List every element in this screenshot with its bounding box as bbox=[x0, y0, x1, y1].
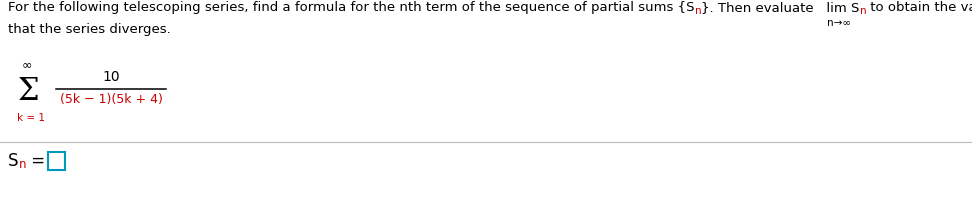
Text: ∞: ∞ bbox=[22, 58, 32, 71]
Text: }. Then evaluate   lim S: }. Then evaluate lim S bbox=[701, 1, 859, 14]
Text: n: n bbox=[695, 6, 701, 16]
Text: Σ: Σ bbox=[18, 75, 40, 106]
Text: n: n bbox=[18, 157, 26, 171]
Text: k = 1: k = 1 bbox=[17, 113, 45, 123]
Text: that the series diverges.: that the series diverges. bbox=[8, 23, 171, 36]
Text: S: S bbox=[8, 152, 18, 170]
Text: (5k − 1)(5k + 4): (5k − 1)(5k + 4) bbox=[59, 93, 162, 106]
Text: =: = bbox=[26, 152, 45, 170]
Text: 10: 10 bbox=[102, 70, 120, 84]
FancyBboxPatch shape bbox=[49, 152, 65, 170]
Text: For the following telescoping series, find a formula for the nth term of the seq: For the following telescoping series, fi… bbox=[8, 1, 695, 14]
Text: n→∞: n→∞ bbox=[826, 18, 850, 28]
Text: to obtain the value of the series or state: to obtain the value of the series or sta… bbox=[866, 1, 972, 14]
Text: n: n bbox=[859, 6, 866, 16]
Text: }. Then evaluate: }. Then evaluate bbox=[701, 101, 826, 114]
